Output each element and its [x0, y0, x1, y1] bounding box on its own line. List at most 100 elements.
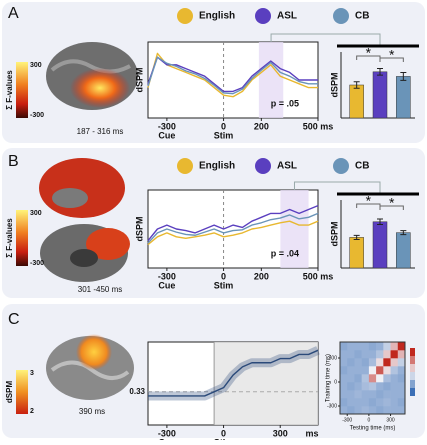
heatmap-cell — [368, 358, 377, 367]
line — [147, 220, 319, 246]
heatmap-cell — [397, 358, 406, 367]
legend-marker — [255, 8, 271, 24]
heatmap-cell — [347, 342, 355, 351]
heatmap-colorbar — [410, 364, 415, 372]
heatmap-cell — [340, 374, 348, 383]
bar — [372, 221, 388, 269]
heatmap-cell — [383, 398, 391, 407]
heatmap-cell — [368, 406, 377, 415]
heatmap-cell — [354, 390, 362, 399]
heatmap-cell — [347, 366, 355, 375]
line — [148, 349, 319, 397]
x-tick-label: -300 — [158, 428, 176, 438]
heatmap-cell — [368, 350, 377, 359]
heatmap-cell — [347, 350, 355, 359]
heatmap-cell — [340, 382, 348, 391]
heatmap-colorbar — [410, 348, 415, 356]
sig-star: * — [366, 193, 372, 209]
heatmap-colorbar — [410, 356, 415, 364]
activation — [76, 334, 112, 370]
heatmap-cell — [340, 390, 348, 399]
heatmap-cell — [347, 398, 355, 407]
highlight-window — [280, 190, 309, 268]
y-tick-label: 0 — [334, 379, 337, 385]
error-bar — [400, 230, 407, 236]
x-unit: ms — [305, 428, 318, 438]
error-bar — [353, 234, 360, 240]
heatmap-cell — [397, 374, 406, 383]
bar — [396, 232, 411, 269]
legend-label: English — [199, 11, 235, 22]
heatmap-cell — [390, 358, 399, 367]
heatmap-cell — [354, 382, 362, 391]
heatmap-cell — [383, 342, 391, 351]
panel-label: B — [8, 153, 19, 170]
y-axis-label: dSPM — [329, 221, 339, 246]
heatmap-cell — [376, 374, 384, 383]
heatmap-cell — [397, 382, 406, 391]
heatmap-cell — [361, 342, 370, 351]
panel-label: C — [8, 311, 20, 328]
heatmap-cell — [368, 382, 377, 391]
heatmap-cell — [368, 398, 377, 407]
colorbar-title: Σ F-values — [5, 218, 14, 258]
line — [147, 52, 318, 98]
heatmap-cell — [390, 382, 399, 391]
heatmap-cell — [354, 398, 362, 407]
line — [147, 56, 318, 93]
heatmap-cell — [376, 342, 384, 351]
heatmap-cell — [376, 406, 384, 415]
heatmap-cell — [340, 406, 348, 415]
heatmap-cell — [368, 374, 377, 383]
y-tick-label: -300 — [327, 403, 337, 409]
heatmap-cell — [361, 350, 370, 359]
heatmap-cell — [368, 366, 377, 375]
brain-sulcus — [70, 249, 98, 267]
heatmap-cell — [354, 350, 362, 359]
heatmap-cell — [347, 374, 355, 383]
heatmap-cell — [361, 374, 370, 383]
time-window: 301 -450 ms — [78, 285, 122, 294]
heatmap-cell — [340, 398, 348, 407]
sig-star: * — [366, 45, 372, 61]
legend-marker — [177, 8, 193, 24]
connector — [270, 33, 381, 46]
heatmap-cell — [397, 366, 406, 375]
x-tick-label: 200 — [254, 271, 269, 281]
heatmap-cell — [361, 358, 370, 367]
x-tick-label: 0 — [367, 417, 370, 423]
legend-marker — [333, 158, 349, 174]
activation — [86, 228, 130, 260]
heatmap-cell — [340, 358, 348, 367]
connector — [293, 181, 381, 194]
panel-label: A — [8, 5, 19, 22]
colorbar-tick: -300 — [30, 112, 44, 119]
heatmap-cell — [361, 366, 370, 375]
brain-sulcus — [50, 360, 130, 380]
colorbar-tick: 3 — [30, 370, 34, 377]
bar — [349, 84, 364, 119]
x-tick-label: 300 — [386, 417, 395, 423]
heatmap-colorbar — [410, 380, 415, 388]
sig-star: * — [389, 195, 395, 211]
colorbar — [16, 62, 28, 118]
brain — [39, 158, 125, 218]
y-axis-label: Training time (ms) — [326, 354, 332, 402]
x-tick-label: 300 — [273, 428, 288, 438]
heatmap-cell — [354, 406, 362, 415]
brain-sulcus — [50, 59, 131, 74]
legend-label: ASL — [277, 161, 297, 172]
heatmap-cell — [397, 342, 406, 351]
colorbar-tick: 300 — [30, 62, 42, 69]
highlight-window — [214, 342, 318, 425]
sig-bracket — [379, 57, 404, 62]
heatmap-cell — [397, 406, 406, 415]
legend-marker — [333, 8, 349, 24]
legend-label: English — [199, 161, 235, 172]
heatmap-cell — [340, 350, 348, 359]
activation — [70, 68, 130, 108]
x-tick-label: 500 ms — [303, 271, 334, 281]
heatmap-cell — [383, 366, 391, 375]
y-axis-label: dSPM — [329, 72, 339, 97]
